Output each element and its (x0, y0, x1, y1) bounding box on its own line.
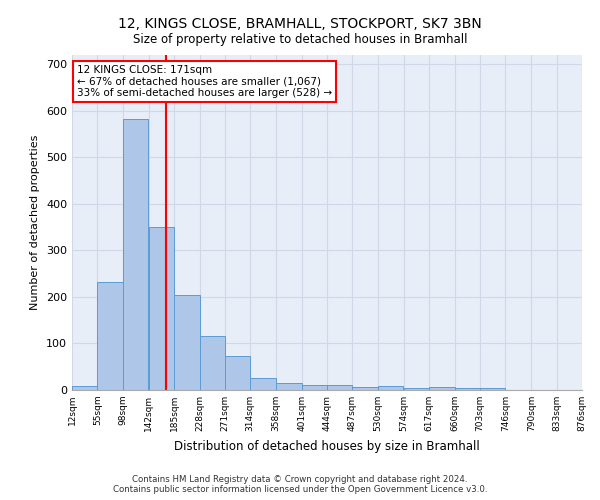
Bar (97, 282, 123, 390)
Bar (123, 118, 148, 390)
Bar (174, 295, 199, 390)
Y-axis label: Number of detached properties: Number of detached properties (31, 135, 40, 310)
Bar (72, 386, 97, 390)
Text: Contains HM Land Registry data © Crown copyright and database right 2024.: Contains HM Land Registry data © Crown c… (132, 475, 468, 484)
Text: 12, KINGS CLOSE, BRAMHALL, STOCKPORT, SK7 3BN: 12, KINGS CLOSE, BRAMHALL, STOCKPORT, SK… (118, 18, 482, 32)
Text: 12 KINGS CLOSE: 171sqm
← 67% of detached houses are smaller (1,067)
33% of semi-: 12 KINGS CLOSE: 171sqm ← 67% of detached… (77, 65, 332, 98)
Text: Size of property relative to detached houses in Bramhall: Size of property relative to detached ho… (133, 32, 467, 46)
Bar (455, 388, 480, 390)
Bar (302, 385, 327, 390)
Bar (250, 378, 275, 390)
Bar (199, 336, 225, 390)
Bar (327, 386, 352, 390)
X-axis label: Distribution of detached houses by size in Bramhall: Distribution of detached houses by size … (174, 440, 480, 452)
Bar (225, 356, 250, 390)
Bar (352, 387, 378, 390)
Bar (429, 387, 455, 390)
Bar (149, 227, 174, 390)
Bar (404, 388, 429, 390)
Text: Contains public sector information licensed under the Open Government Licence v3: Contains public sector information licen… (113, 485, 487, 494)
Bar (276, 383, 302, 390)
Bar (480, 388, 505, 390)
Bar (378, 386, 403, 390)
